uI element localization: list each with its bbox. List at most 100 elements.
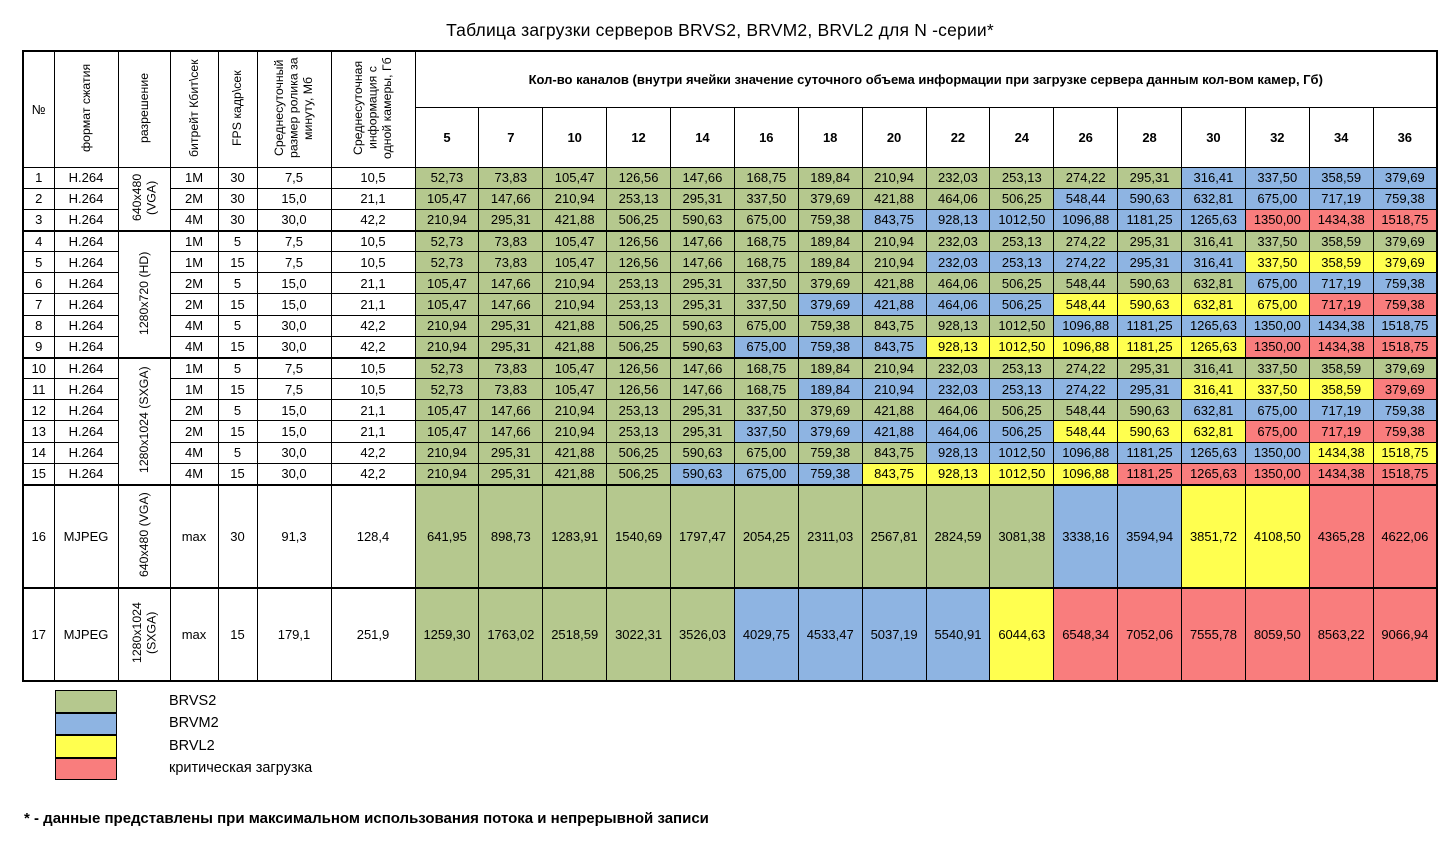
legend-label: BRVM2 [169, 715, 219, 732]
value-cell: 548,44 [1053, 293, 1119, 316]
value-cell: 295,31 [478, 441, 544, 464]
value-cell: 210,94 [542, 399, 608, 422]
value-cell: 1434,38 [1308, 335, 1374, 359]
cam-info-cell: 42,2 [330, 335, 416, 359]
value-cell: 506,25 [989, 293, 1055, 316]
format-cell: H.264 [53, 166, 119, 189]
fps-cell: 15 [217, 378, 258, 401]
value-cell: 210,94 [861, 378, 927, 401]
value-cell: 1181,25 [1117, 335, 1182, 359]
value-cell: 1259,30 [414, 586, 480, 681]
clip-size-cell: 30,0 [256, 208, 332, 232]
value-cell: 3526,03 [670, 586, 735, 681]
legend-swatch [55, 712, 117, 736]
resolution-cell: 640x480 (VGA) [117, 166, 171, 231]
value-cell: 295,31 [478, 335, 544, 359]
bitrate-cell: 2M [169, 272, 219, 295]
value-cell: 253,13 [989, 378, 1055, 401]
format-cell: H.264 [53, 251, 119, 274]
value-cell: 379,69 [1372, 356, 1438, 380]
value-cell: 4108,50 [1244, 483, 1310, 588]
table-row: 17 MJPEG 1280x1024 (SXGA) max 15 179,1 251,9 12… [22, 586, 1438, 681]
fps-cell: 5 [217, 272, 258, 295]
format-cell: H.264 [53, 229, 119, 253]
value-cell: 2311,03 [797, 483, 863, 588]
channel-header: 26 [1053, 106, 1119, 168]
value-cell: 506,25 [989, 399, 1055, 422]
value-cell: 759,38 [797, 335, 863, 359]
value-cell: 421,88 [542, 462, 608, 486]
row-number-cell: 5 [22, 251, 55, 274]
fps-cell: 30 [217, 166, 258, 189]
format-cell: H.264 [53, 187, 119, 210]
value-cell: 337,50 [1244, 251, 1310, 274]
value-cell: 464,06 [925, 293, 991, 316]
value-cell: 4533,47 [797, 586, 863, 681]
value-cell: 2824,59 [925, 483, 991, 588]
value-cell: 8563,22 [1308, 586, 1374, 681]
value-cell: 210,94 [414, 335, 480, 359]
value-cell: 126,56 [606, 251, 671, 274]
value-cell: 2518,59 [542, 586, 608, 681]
value-cell: 52,73 [414, 378, 480, 401]
value-cell: 421,88 [861, 293, 927, 316]
value-cell: 7052,06 [1117, 586, 1182, 681]
value-cell: 253,13 [989, 166, 1055, 189]
fps-cell: 30 [217, 187, 258, 210]
value-cell: 337,50 [733, 272, 799, 295]
value-cell: 73,83 [478, 166, 544, 189]
resolution-cell: 1280x1024 (SXGA) [117, 356, 171, 485]
value-cell: 1434,38 [1308, 208, 1374, 232]
format-cell: H.264 [53, 208, 119, 232]
value-cell: 1265,63 [1181, 208, 1246, 232]
value-cell: 548,44 [1053, 399, 1119, 422]
legend-item: BRVL2 [55, 735, 1440, 758]
value-cell: 1265,63 [1181, 335, 1246, 359]
value-cell: 421,88 [542, 208, 608, 232]
value-cell: 295,31 [478, 314, 544, 337]
value-cell: 295,31 [1117, 166, 1182, 189]
value-cell: 210,94 [542, 187, 608, 210]
value-cell: 1763,02 [478, 586, 544, 681]
cam-info-cell: 128,4 [330, 483, 416, 588]
row-number-cell: 8 [22, 314, 55, 337]
value-cell: 1181,25 [1117, 441, 1182, 464]
value-cell: 1012,50 [989, 208, 1055, 232]
format-cell: H.264 [53, 378, 119, 401]
value-cell: 928,13 [925, 314, 991, 337]
value-cell: 73,83 [478, 229, 544, 253]
value-cell: 1518,75 [1372, 208, 1438, 232]
value-cell: 52,73 [414, 166, 480, 189]
value-cell: 675,00 [1244, 187, 1310, 210]
row-number-cell: 3 [22, 208, 55, 232]
value-cell: 928,13 [925, 208, 991, 232]
value-cell: 590,63 [1117, 293, 1182, 316]
value-cell: 337,50 [1244, 166, 1310, 189]
bitrate-cell: 2M [169, 187, 219, 210]
table-row: 6 H.264 2M 5 15,0 21,1 105,47 147,66 210,94 253,1… [22, 272, 1438, 295]
value-cell: 6548,34 [1053, 586, 1119, 681]
value-cell: 379,69 [797, 187, 863, 210]
row-number-cell: 1 [22, 166, 55, 189]
value-cell: 210,94 [542, 272, 608, 295]
format-cell: MJPEG [53, 483, 119, 588]
table-row: 11 H.264 1M 15 7,5 10,5 52,73 73,83 105,47 126,56… [22, 378, 1438, 401]
value-cell: 358,59 [1308, 378, 1374, 401]
value-cell: 337,50 [733, 293, 799, 316]
bitrate-cell: max [169, 483, 219, 588]
value-cell: 1518,75 [1372, 314, 1438, 337]
clip-size-cell: 15,0 [256, 272, 332, 295]
value-cell: 1012,50 [989, 314, 1055, 337]
resolution-cell: 640x480 (VGA) [117, 483, 171, 588]
value-cell: 759,38 [1372, 293, 1438, 316]
value-cell: 1350,00 [1244, 462, 1310, 486]
fps-cell: 15 [217, 251, 258, 274]
value-cell: 295,31 [670, 399, 735, 422]
value-cell: 147,66 [670, 356, 735, 380]
legend-label: BRVL2 [169, 737, 215, 754]
cam-info-cell: 21,1 [330, 272, 416, 295]
clip-size-cell: 15,0 [256, 399, 332, 422]
value-cell: 210,94 [414, 462, 480, 486]
value-cell: 3338,16 [1053, 483, 1119, 588]
value-cell: 1434,38 [1308, 462, 1374, 486]
